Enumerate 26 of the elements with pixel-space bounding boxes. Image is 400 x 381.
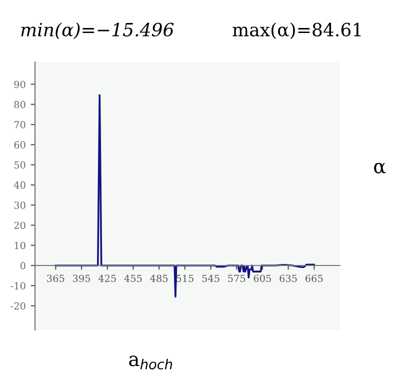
x-tick-label: 485 [150,274,168,282]
y-tick-label: 70 [14,121,26,128]
y-tick-label: -10 [10,282,26,290]
y-tick-label: 90 [14,80,26,88]
text: min(α)=−15.496 [21,22,174,40]
x-tick-label: 545 [202,274,220,282]
x-tick-label: 455 [124,274,142,282]
y-tick-label: 0 [20,262,26,270]
x-tick-label: 605 [254,274,271,282]
x-tick-label: 395 [72,274,90,282]
y-tick-label: 80 [14,100,26,108]
x-axis-title: a$_{hoch}$ [129,356,172,370]
x-tick-label: 575 [228,274,246,282]
y-axis-title: α [374,162,386,174]
y-tick-label: 20 [14,222,26,230]
x-tick-label: 635 [280,274,297,282]
y-tick-label: 30 [14,202,26,209]
x-tick-label: 365 [47,274,64,282]
y-tick-label: 10 [14,242,26,250]
y-tick-label: -20 [10,302,26,310]
y-tick-label: 40 [14,181,26,189]
x-tick-label: 665 [306,274,323,282]
y-tick-label: 50 [14,161,26,169]
x-tick-label: 425 [98,274,116,282]
y-tick-label: 60 [14,141,26,149]
text: max(α)=84.61 [232,22,361,40]
